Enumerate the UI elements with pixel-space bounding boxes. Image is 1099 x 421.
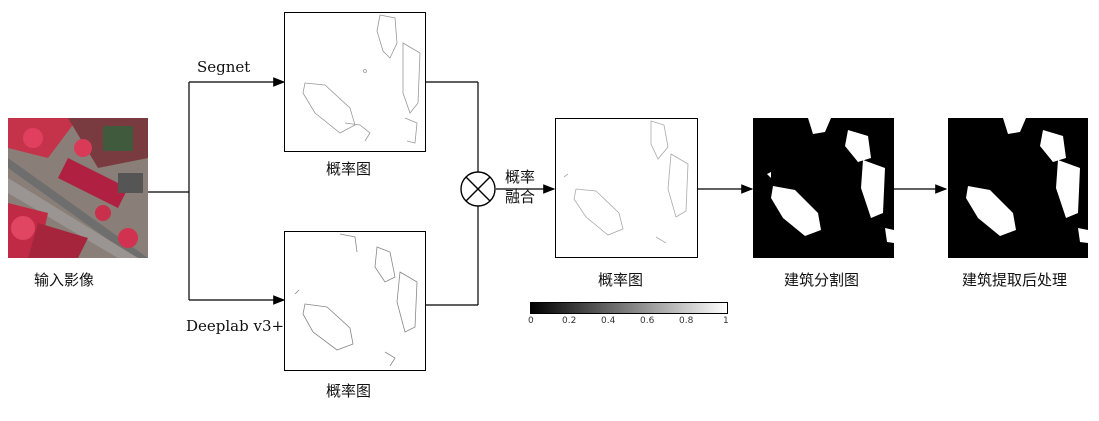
postprocess-label: 建筑提取后处理 [962,271,1068,289]
colorbar-tick: 0.2 [562,316,577,326]
colorbar-tick: 0 [528,316,534,326]
colorbar-tick: 0.4 [601,316,616,326]
fused-probability-map [555,118,698,258]
colorbar-tick: 1 [723,316,729,326]
segnet-label: Segnet [197,58,251,76]
colorbar-tick: 0.8 [679,316,694,326]
postprocess-map [948,118,1088,258]
segnet-probability-map [284,12,426,152]
input-image-label: 输入影像 [34,271,95,289]
segnet-map-label: 概率图 [326,160,372,178]
colorbar-tick: 0.6 [640,316,655,326]
fusion-label-line1: 概率 [505,168,536,186]
fusion-label-line2: 融合 [505,188,536,206]
fusion-operator-icon [460,171,496,207]
deeplab-probability-map [284,231,426,371]
segmentation-label: 建筑分割图 [784,271,860,289]
input-image [8,118,148,258]
segmentation-map [753,118,894,258]
deeplab-label: Deeplab v3+ [186,317,285,335]
colorbar [530,302,728,314]
fused-map-label: 概率图 [598,271,644,289]
deeplab-map-label: 概率图 [326,382,372,400]
